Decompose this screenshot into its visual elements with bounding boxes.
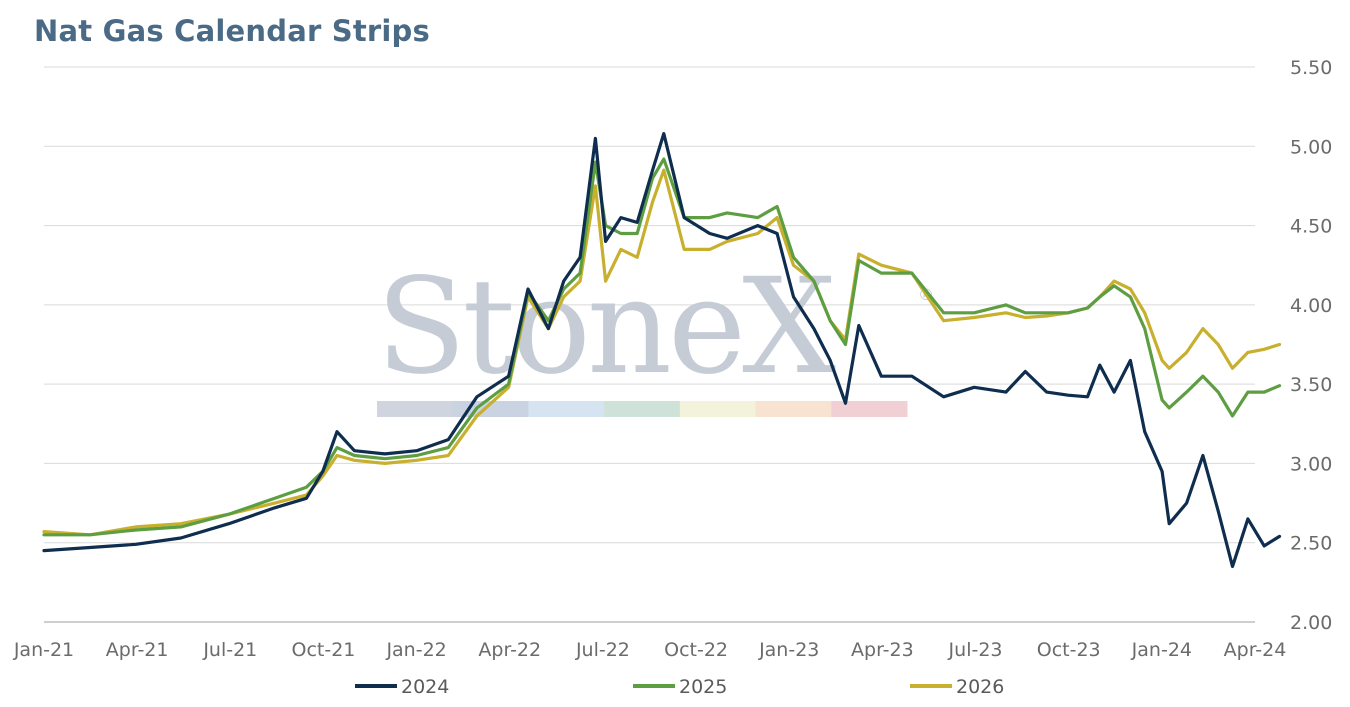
- watermark-stripe: [679, 401, 757, 417]
- x-tick-label: Apr-24: [1224, 639, 1287, 661]
- x-tick-label: Oct-21: [292, 639, 356, 661]
- series-line-2024: [42, 132, 1282, 569]
- legend-label-2024: 2024: [401, 676, 449, 698]
- x-tick-label: Jul-21: [202, 639, 257, 661]
- watermark-stripes: [377, 401, 908, 417]
- series-line-2026: [42, 168, 1282, 537]
- series-line-2025: [42, 157, 1282, 537]
- watermark-stripe: [528, 401, 605, 417]
- watermark-stripe: [831, 401, 908, 417]
- gridlines: [44, 66, 1255, 623]
- x-tick-label: Jul-22: [575, 639, 630, 661]
- x-tick-label: Oct-23: [1037, 639, 1101, 661]
- x-tick-label: Jan-22: [385, 639, 446, 661]
- x-axis-ticks: Jan-21 Apr-21 Jul-21 Oct-21 Jan-22 Apr-22 Jul-…: [13, 639, 1287, 661]
- x-tick-label: Jan-21: [13, 639, 74, 661]
- legend: 2024 2025 2026: [355, 676, 1004, 698]
- x-tick-label: Apr-21: [106, 639, 169, 661]
- y-tick-label: 3.50: [1290, 374, 1332, 396]
- legend-label-2026: 2026: [956, 676, 1004, 698]
- x-tick-label: Apr-22: [478, 639, 541, 661]
- watermark: StoneX ®: [376, 250, 934, 417]
- series-lines: [42, 132, 1282, 569]
- x-tick-label: Jan-24: [1131, 639, 1192, 661]
- watermark-stripe: [377, 401, 454, 417]
- x-tick-label: Jan-23: [758, 639, 819, 661]
- y-axis-ticks: 2.00 2.50 3.00 3.50 4.00 4.50 5.00 5.50: [1290, 57, 1332, 634]
- y-tick-label: 5.00: [1290, 136, 1332, 158]
- x-tick-label: Apr-23: [851, 639, 914, 661]
- y-tick-label: 4.00: [1290, 295, 1332, 317]
- y-tick-label: 3.00: [1290, 453, 1332, 475]
- watermark-stripe: [755, 401, 832, 417]
- y-tick-label: 2.00: [1290, 612, 1332, 634]
- legend-label-2025: 2025: [679, 676, 727, 698]
- y-tick-label: 5.50: [1290, 57, 1332, 79]
- chart-title: Nat Gas Calendar Strips: [34, 14, 430, 48]
- x-tick-label: Oct-22: [664, 639, 728, 661]
- x-tick-label: Jul-23: [948, 639, 1003, 661]
- watermark-stripe: [604, 401, 681, 417]
- y-tick-label: 4.50: [1290, 216, 1332, 238]
- y-tick-label: 2.50: [1290, 533, 1332, 555]
